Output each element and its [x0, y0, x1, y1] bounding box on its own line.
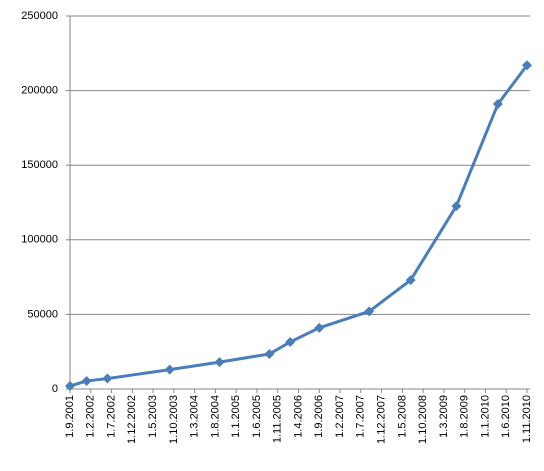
x-tick-label: 1.9.2001: [64, 395, 76, 438]
x-tick-label: 1.2.2007: [334, 395, 346, 438]
x-tick-label: 1.7.2002: [105, 395, 117, 438]
x-tick-label: 1.2.2002: [85, 395, 97, 438]
marker: [81, 375, 92, 386]
line: [69, 64, 529, 388]
y-tick-label: 0: [52, 383, 58, 395]
x-tick-label: 1.8.2004: [209, 395, 221, 438]
marker: [492, 99, 503, 110]
x-tick-label: 1.11.2010: [521, 395, 533, 443]
x-tick-label: 1.10.2003: [168, 395, 180, 444]
x-tick-label: 1.6.2010: [500, 395, 512, 438]
x-tick-label: 1.3.2009: [438, 395, 450, 438]
y-tick-label: 150000: [21, 159, 58, 171]
marker: [102, 373, 113, 384]
marker: [164, 364, 175, 375]
marker: [264, 348, 275, 359]
x-tick-label: 1.5.2003: [147, 395, 159, 438]
x-tick-label: 1.10.2008: [417, 395, 429, 444]
x-tick-label: 1.12.2002: [126, 395, 138, 444]
marker: [214, 357, 225, 368]
y-tick-label: 200000: [21, 85, 58, 97]
x-tick-label: 1.1.2010: [479, 395, 491, 438]
marker: [522, 60, 532, 71]
marker: [285, 337, 296, 348]
x-tick-label: 1.12.2007: [375, 395, 387, 444]
marker: [405, 275, 416, 286]
y-tick-label: 250000: [21, 10, 58, 22]
x-tick-label: 1.1.2005: [230, 395, 242, 438]
x-tick-label: 1.3.2004: [189, 395, 201, 438]
marker: [314, 322, 325, 333]
x-tick-label: 1.6.2005: [251, 395, 263, 438]
y-tick-label: 50000: [27, 308, 58, 320]
x-tick-label: 1.9.2006: [313, 395, 325, 438]
marker: [65, 381, 75, 392]
x-tick-label: 1.5.2008: [396, 395, 408, 438]
marker: [364, 306, 375, 317]
y-tick-label: 100000: [21, 234, 58, 246]
x-tick-label: 1.4.2006: [292, 395, 304, 438]
marker: [451, 201, 462, 212]
x-tick-label: 1.7.2007: [355, 395, 367, 438]
x-tick-label: 1.8.2009: [459, 395, 471, 438]
x-tick-label: 1.11.2005: [272, 395, 284, 443]
